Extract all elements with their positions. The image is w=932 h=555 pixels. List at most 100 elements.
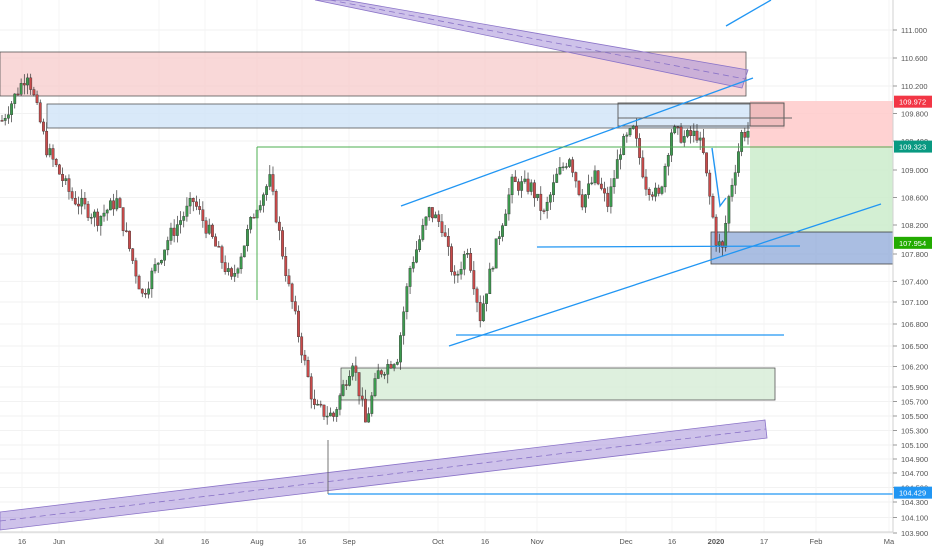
y-tick-label: 106.500 [901, 342, 928, 351]
candle [191, 197, 195, 212]
candle [242, 245, 246, 258]
candle [140, 288, 144, 298]
candle [306, 356, 310, 378]
candle [265, 184, 269, 201]
candle [115, 190, 119, 212]
candle [491, 266, 495, 272]
candle [628, 127, 632, 138]
candle [721, 240, 724, 256]
projection-arrow [711, 147, 727, 208]
trend-lines [256, 0, 893, 495]
y-tick-label: 104.300 [901, 498, 928, 507]
candle [443, 224, 447, 238]
y-tick-label: 108.600 [901, 194, 928, 203]
candle [440, 214, 444, 238]
candle [19, 78, 23, 96]
candle [211, 223, 214, 239]
candle [603, 181, 606, 202]
candle [644, 169, 648, 196]
candle [128, 230, 131, 252]
candle [64, 175, 68, 185]
candle [571, 156, 575, 178]
candle [682, 130, 686, 147]
candle [631, 124, 635, 130]
candle [504, 209, 508, 226]
candle [561, 162, 565, 172]
candle [539, 186, 543, 221]
candle [233, 264, 237, 282]
price-label: 107.954 [894, 236, 932, 249]
candle [523, 170, 527, 184]
candle [392, 363, 396, 372]
candle [517, 178, 520, 196]
candle [354, 356, 358, 381]
candle [223, 255, 227, 275]
candle [507, 188, 511, 221]
candle [201, 201, 205, 228]
candle [338, 393, 342, 416]
candle [708, 169, 712, 205]
candle [332, 411, 335, 422]
y-tick-label: 107.400 [901, 277, 928, 286]
price-label-text: 104.429 [899, 489, 926, 498]
candle [268, 165, 272, 191]
y-tick-label: 105.700 [901, 398, 928, 407]
candle [590, 176, 594, 186]
candle [38, 99, 42, 124]
price-label-text: 109.972 [899, 98, 926, 107]
candle [277, 216, 281, 241]
candle [26, 73, 29, 95]
candle [714, 214, 718, 252]
candle [351, 362, 355, 381]
candle [153, 258, 157, 274]
y-tick-label: 109.000 [901, 166, 928, 175]
candle [609, 178, 613, 214]
candle [555, 168, 559, 183]
candle [341, 379, 345, 397]
candle [456, 270, 460, 283]
y-tick-label: 110.600 [901, 54, 928, 63]
candle [379, 369, 383, 378]
candle [641, 150, 645, 179]
candle [188, 192, 192, 215]
candle [430, 207, 434, 223]
y-tick-label: 105.100 [901, 441, 928, 450]
candle [587, 174, 590, 199]
candle [599, 177, 603, 191]
candle [249, 216, 253, 234]
candle [619, 148, 622, 170]
y-tick-label: 105.300 [901, 427, 928, 436]
candle [169, 222, 173, 245]
candle [673, 124, 677, 135]
candle [475, 286, 479, 313]
candle [622, 133, 626, 156]
candle [293, 295, 297, 315]
candle [695, 123, 699, 143]
candle [670, 128, 673, 162]
candle [156, 262, 160, 273]
candle [529, 179, 533, 196]
candle [195, 195, 198, 211]
candle [207, 218, 211, 235]
candle [596, 170, 600, 186]
candle [462, 250, 466, 276]
candle [606, 186, 610, 213]
candle [22, 74, 26, 95]
candle [246, 224, 249, 252]
candle [660, 185, 664, 196]
candle [453, 265, 457, 284]
candle [57, 163, 61, 175]
candle [408, 265, 412, 295]
candle [303, 350, 307, 366]
candle [271, 166, 275, 196]
x-tick-label: 16 [201, 537, 209, 546]
candle [730, 178, 734, 202]
candle [325, 406, 329, 425]
y-tick-label: 103.900 [901, 529, 928, 538]
candle [287, 268, 291, 287]
candle [689, 126, 693, 144]
upper-purple-midline [329, 0, 746, 80]
candle [3, 113, 7, 126]
x-tick-label: 16 [668, 537, 676, 546]
